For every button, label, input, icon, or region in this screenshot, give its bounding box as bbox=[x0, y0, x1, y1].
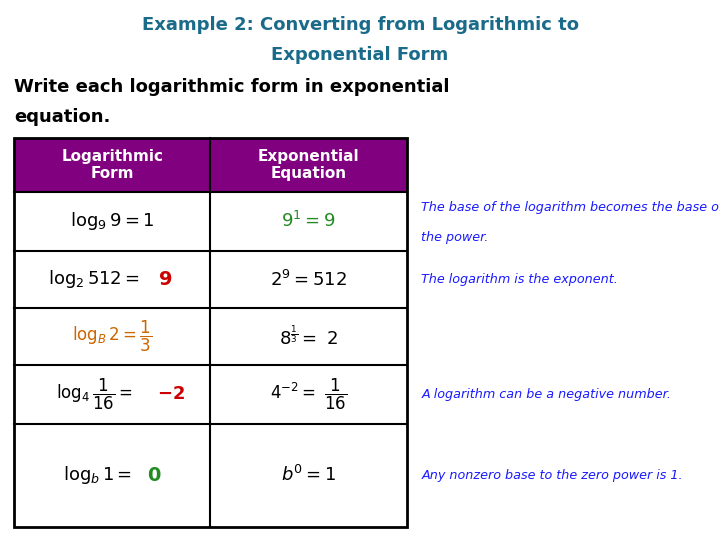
Text: $\mathit{9}^1 = 9$: $\mathit{9}^1 = 9$ bbox=[282, 211, 336, 232]
FancyBboxPatch shape bbox=[14, 424, 407, 526]
FancyBboxPatch shape bbox=[14, 308, 407, 364]
Text: Write each logarithmic form in exponential: Write each logarithmic form in exponenti… bbox=[14, 78, 450, 96]
Text: Exponential Form: Exponential Form bbox=[271, 46, 449, 64]
Text: the power.: the power. bbox=[421, 231, 488, 244]
FancyBboxPatch shape bbox=[14, 192, 407, 251]
Text: $\log_b 1 =$: $\log_b 1 =$ bbox=[63, 464, 132, 486]
Text: $\mathbf{-2}$: $\mathbf{-2}$ bbox=[158, 385, 185, 403]
Text: $\log_B 2 = \dfrac{1}{3}$: $\log_B 2 = \dfrac{1}{3}$ bbox=[72, 319, 153, 354]
Text: $4^{-2}=\ \dfrac{1}{16}$: $4^{-2}=\ \dfrac{1}{16}$ bbox=[270, 376, 347, 412]
FancyBboxPatch shape bbox=[14, 251, 407, 308]
Text: $\log_9 9 = 1$: $\log_9 9 = 1$ bbox=[70, 211, 155, 232]
Text: $8^{\frac{1}{3}}{=}\ 2$: $8^{\frac{1}{3}}{=}\ 2$ bbox=[279, 324, 338, 348]
Text: $\mathbf{0}$: $\mathbf{0}$ bbox=[147, 465, 161, 485]
Text: $\mathbf{9}$: $\mathbf{9}$ bbox=[158, 270, 172, 289]
Text: $2^9 = 512$: $2^9 = 512$ bbox=[270, 269, 347, 289]
Text: Exponential
Equation: Exponential Equation bbox=[258, 148, 359, 181]
Text: $\log_4 \dfrac{1}{16} =$: $\log_4 \dfrac{1}{16} =$ bbox=[56, 376, 132, 412]
Text: Example 2: Converting from Logarithmic to: Example 2: Converting from Logarithmic t… bbox=[142, 16, 578, 34]
Text: Logarithmic
Form: Logarithmic Form bbox=[61, 148, 163, 181]
Text: equation.: equation. bbox=[14, 108, 111, 126]
Text: The base of the logarithm becomes the base of: The base of the logarithm becomes the ba… bbox=[421, 201, 720, 214]
Text: $b^0 = 1$: $b^0 = 1$ bbox=[281, 465, 336, 485]
Text: Any nonzero base to the zero power is 1.: Any nonzero base to the zero power is 1. bbox=[421, 469, 683, 482]
Text: A logarithm can be a negative number.: A logarithm can be a negative number. bbox=[421, 388, 671, 401]
Text: $\log_2 512 = $: $\log_2 512 = $ bbox=[48, 268, 140, 291]
FancyBboxPatch shape bbox=[14, 364, 407, 424]
Text: The logarithm is the exponent.: The logarithm is the exponent. bbox=[421, 273, 618, 286]
FancyBboxPatch shape bbox=[14, 138, 407, 192]
